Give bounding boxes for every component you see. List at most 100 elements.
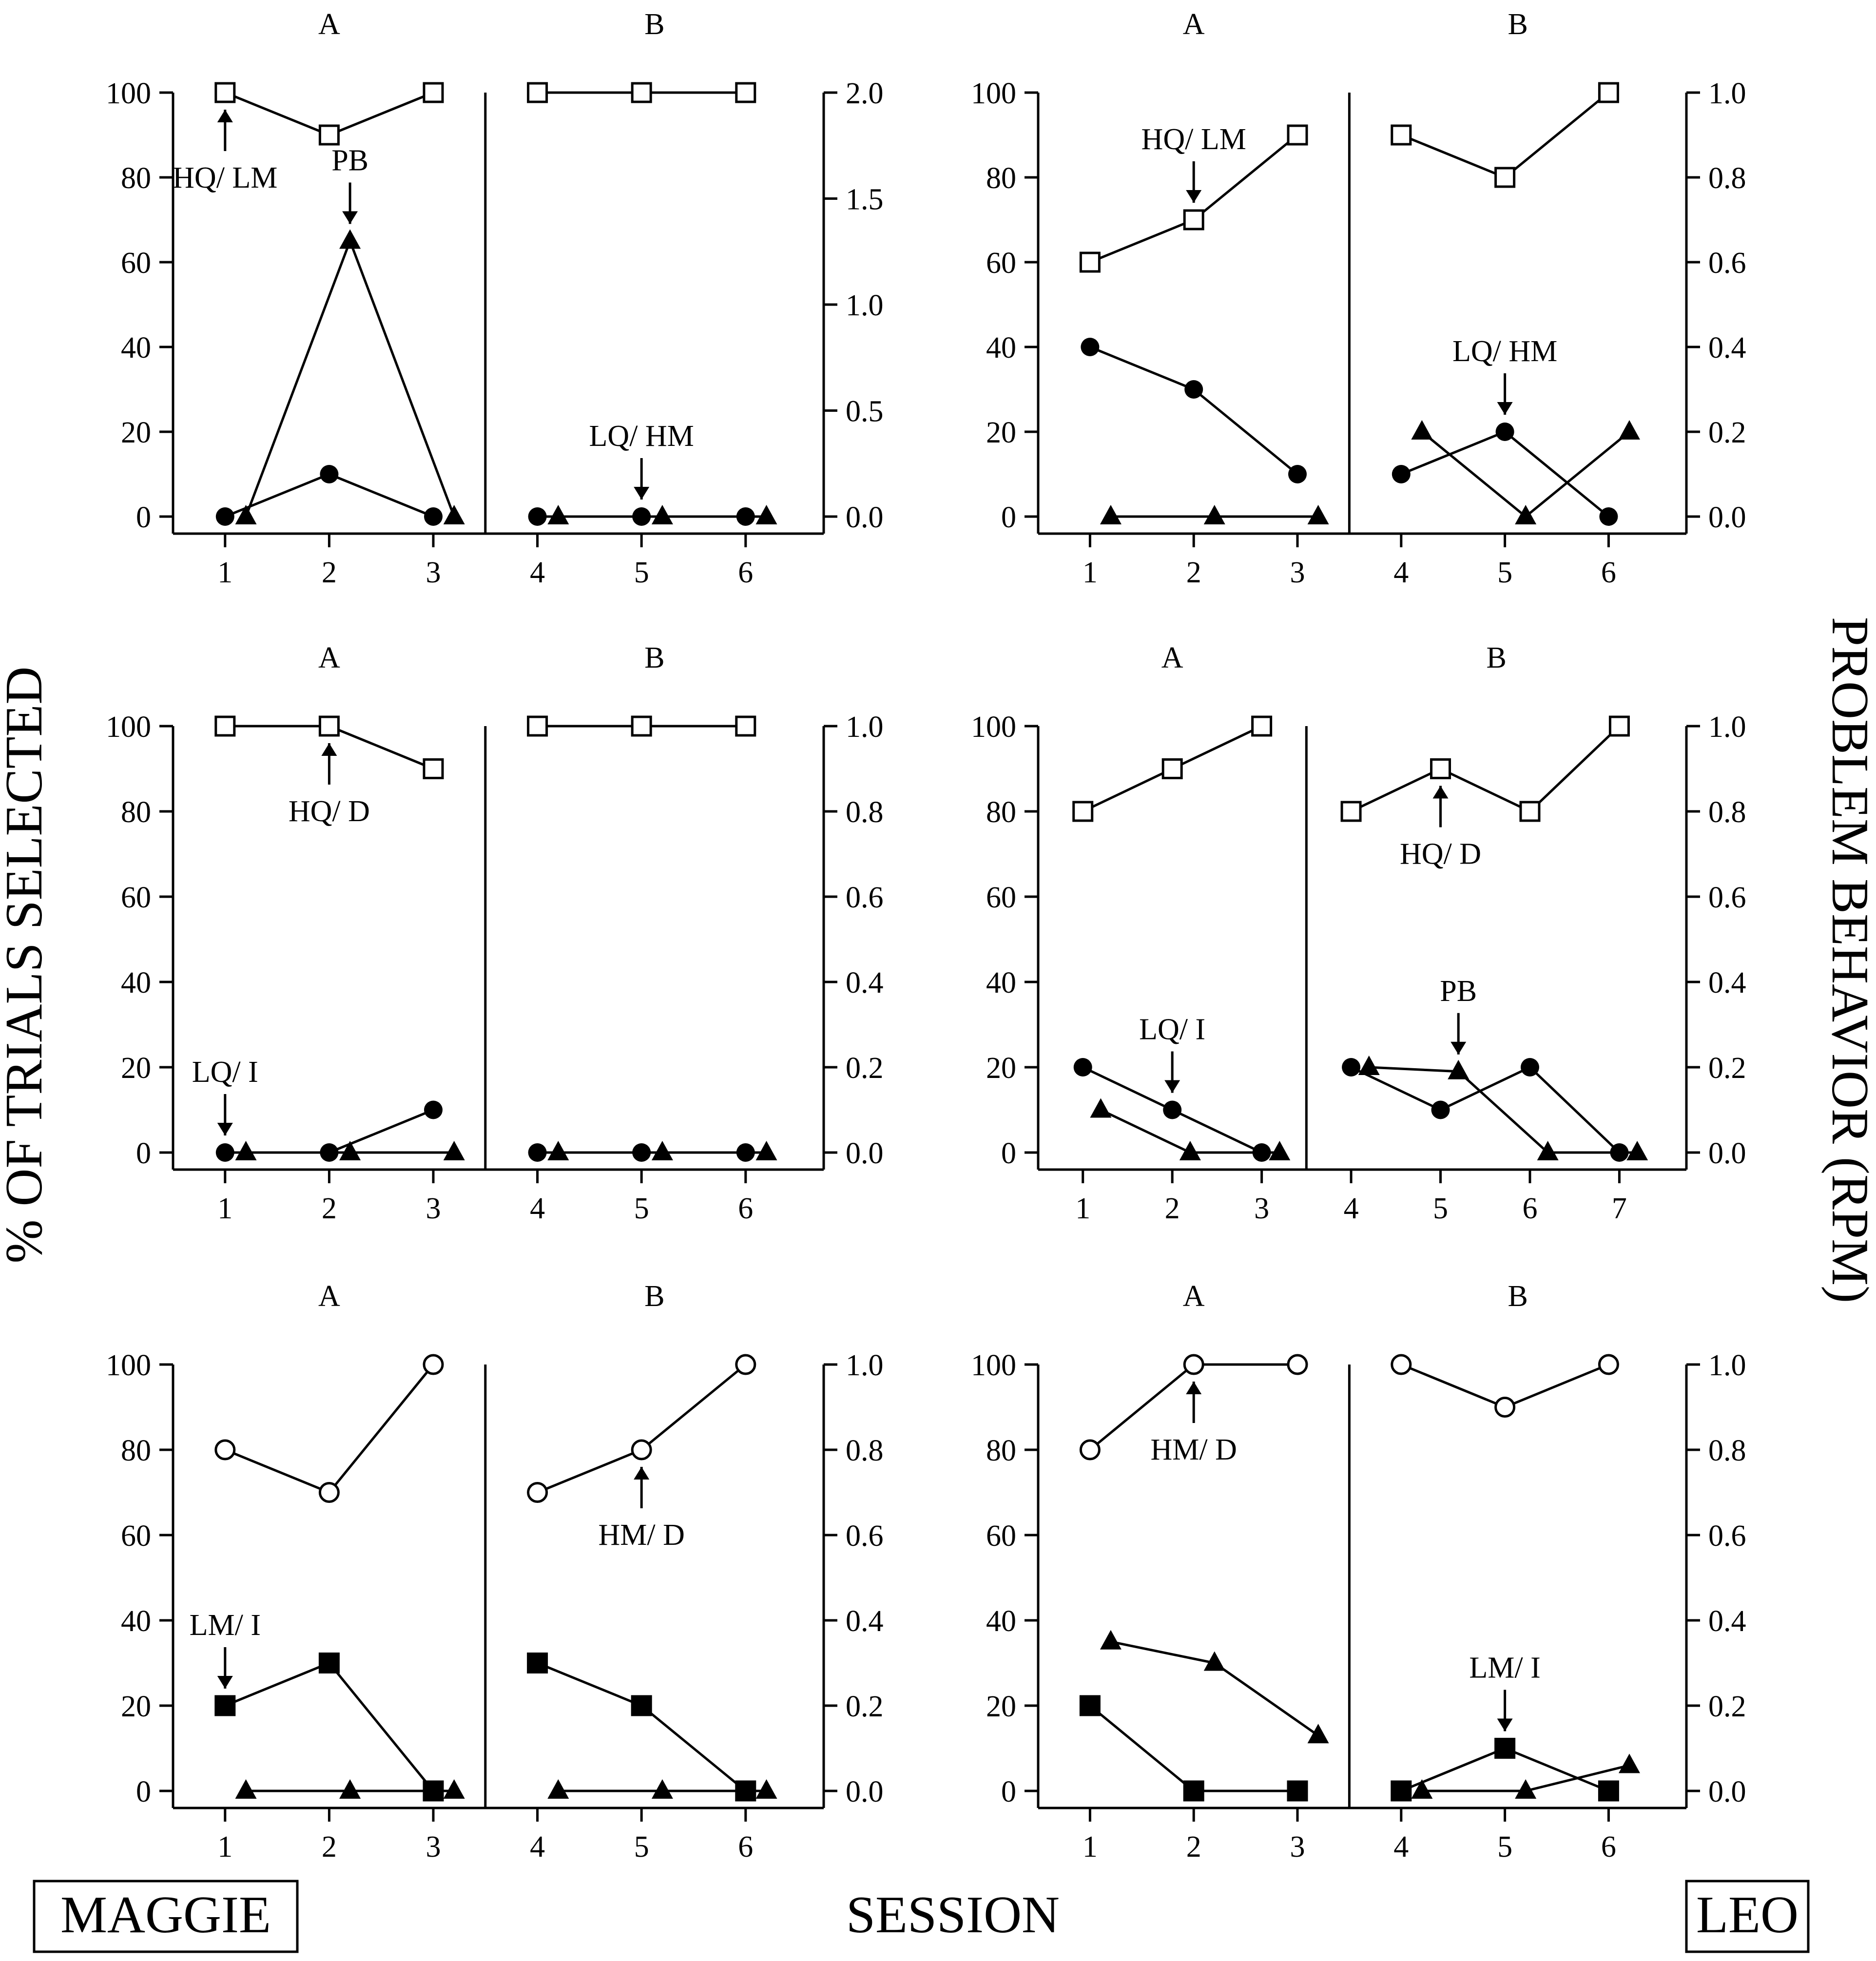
- series-line: [1400, 92, 1609, 179]
- x-tick-label: 2: [1165, 1192, 1180, 1225]
- data-point-filled-square: [318, 1653, 340, 1673]
- annotation-label: LQ/ I: [1139, 1013, 1205, 1046]
- y2-tick-label: 0.6: [1708, 1519, 1746, 1553]
- data-point-filled-circle: [528, 507, 547, 526]
- annotation-arrowhead: [634, 1467, 650, 1480]
- data-point-filled-square: [1598, 1780, 1619, 1802]
- data-point-filled-triangle: [443, 505, 465, 524]
- data-point-filled-triangle: [1537, 1141, 1559, 1160]
- x-tick-label: 1: [217, 1830, 232, 1864]
- y2-tick-label: 0.0: [1708, 1137, 1746, 1170]
- y-tick-label: 100: [971, 77, 1016, 110]
- y-tick-label: 20: [986, 1052, 1016, 1085]
- data-point-open-square: [423, 758, 444, 779]
- data-point-filled-circle: [1081, 338, 1100, 356]
- data-point-filled-triangle: [1411, 1779, 1433, 1799]
- y2-tick-label: 0.0: [846, 1137, 884, 1170]
- y-tick-label: 40: [986, 966, 1016, 1000]
- data-point-filled-triangle: [1307, 1724, 1329, 1744]
- data-point-filled-square: [1183, 1780, 1204, 1802]
- annotation-arrowhead: [321, 743, 337, 756]
- x-tick-label: 3: [426, 1192, 441, 1225]
- data-point-open-square: [631, 715, 652, 737]
- data-point-filled-triangle: [443, 1141, 465, 1160]
- data-point-filled-triangle: [651, 1779, 673, 1799]
- data-point-filled-square: [1287, 1780, 1308, 1802]
- x-tick-label: 6: [738, 1830, 753, 1864]
- y-tick-label: 0: [1001, 501, 1016, 534]
- y2-tick-label: 1.0: [846, 711, 884, 744]
- data-point-open-circle: [423, 1354, 444, 1375]
- annotation-arrowhead: [1186, 1382, 1202, 1394]
- phase-label: B: [1486, 641, 1506, 674]
- y-tick-label: 80: [121, 1434, 151, 1467]
- y-tick-label: 20: [121, 1690, 151, 1723]
- y-tick-label: 100: [971, 1349, 1016, 1382]
- annotation-label: HQ/ D: [1400, 838, 1481, 871]
- data-point-open-circle: [1494, 1397, 1516, 1418]
- y2-tick-label: 0.6: [846, 881, 884, 914]
- data-point-filled-circle: [1288, 465, 1307, 483]
- data-point-filled-circle: [1599, 507, 1618, 526]
- annotation-arrowhead: [1451, 1041, 1467, 1055]
- y2-tick-label: 0.0: [1708, 501, 1746, 534]
- data-point-open-square: [1072, 801, 1094, 822]
- y2-tick-label: 1.0: [1708, 77, 1746, 110]
- y-tick-label: 40: [986, 331, 1016, 365]
- data-point-open-circle: [735, 1354, 756, 1375]
- series-line: [1089, 1705, 1297, 1792]
- data-point-filled-square: [1079, 1695, 1101, 1716]
- data-point-filled-triangle: [235, 1141, 257, 1160]
- data-point-filled-triangle: [651, 505, 673, 524]
- data-point-filled-triangle: [1618, 420, 1640, 440]
- data-point-filled-triangle: [235, 505, 257, 524]
- annotation-arrowhead: [217, 110, 233, 122]
- y-tick-label: 0: [136, 501, 151, 534]
- data-point-open-square: [527, 715, 548, 737]
- phase-label: A: [1161, 641, 1183, 674]
- data-point-filled-square: [631, 1695, 652, 1716]
- data-point-filled-square: [527, 1653, 548, 1673]
- phase-label: B: [1508, 1280, 1528, 1313]
- phase-label: B: [1508, 8, 1528, 41]
- x-tick-label: 4: [1344, 1192, 1359, 1225]
- y2-tick-label: 0.6: [1708, 247, 1746, 280]
- data-point-filled-triangle: [547, 505, 569, 524]
- y2-tick-label: 1.0: [1708, 711, 1746, 744]
- y-tick-label: 0: [136, 1775, 151, 1808]
- y-axis-title: % OF TRIALS SELECTED: [0, 666, 53, 1263]
- data-point-filled-triangle: [235, 1779, 257, 1799]
- phase-label: B: [644, 1280, 664, 1313]
- data-point-open-square: [1287, 124, 1308, 146]
- data-point-filled-square: [1494, 1738, 1516, 1759]
- x-tick-label: 1: [1083, 556, 1098, 589]
- annotation-label: HQ/ D: [289, 795, 370, 828]
- y-tick-label: 40: [121, 1605, 151, 1638]
- x-tick-label: 4: [530, 556, 545, 589]
- data-point-open-square: [527, 82, 548, 103]
- y-tick-label: 0: [1001, 1775, 1016, 1808]
- y2-tick-label: 0.4: [1708, 331, 1746, 365]
- data-point-filled-triangle: [1100, 1630, 1122, 1650]
- phase-label: A: [318, 641, 340, 674]
- data-point-filled-triangle: [1179, 1141, 1201, 1160]
- data-point-open-circle: [1079, 1439, 1101, 1461]
- annotation-label: LQ/ I: [192, 1056, 258, 1089]
- panel-maggie-row2: 0 20 40 60 80 100 0.0 0.2 0.4 0.6 0.8 1.0 1 2 3 4 5 6 A B HQ…: [106, 641, 884, 1225]
- data-point-filled-triangle: [1448, 1059, 1470, 1079]
- data-point-filled-triangle: [1618, 1753, 1640, 1773]
- y2-axis-title: PROBLEM BEHAVIOR (RPM): [1821, 617, 1876, 1303]
- data-point-filled-triangle: [443, 1779, 465, 1799]
- data-point-open-square: [1161, 758, 1183, 779]
- data-point-filled-circle: [215, 1143, 234, 1162]
- y-tick-label: 20: [121, 1052, 151, 1085]
- data-point-filled-circle: [1073, 1058, 1092, 1077]
- annotation-label: HQ/ LM: [173, 161, 277, 194]
- x-tick-label: 5: [634, 556, 649, 589]
- data-point-filled-triangle: [547, 1779, 569, 1799]
- data-point-filled-triangle: [547, 1141, 569, 1160]
- data-point-filled-triangle: [1515, 505, 1537, 524]
- x-tick-label: 1: [1083, 1830, 1098, 1864]
